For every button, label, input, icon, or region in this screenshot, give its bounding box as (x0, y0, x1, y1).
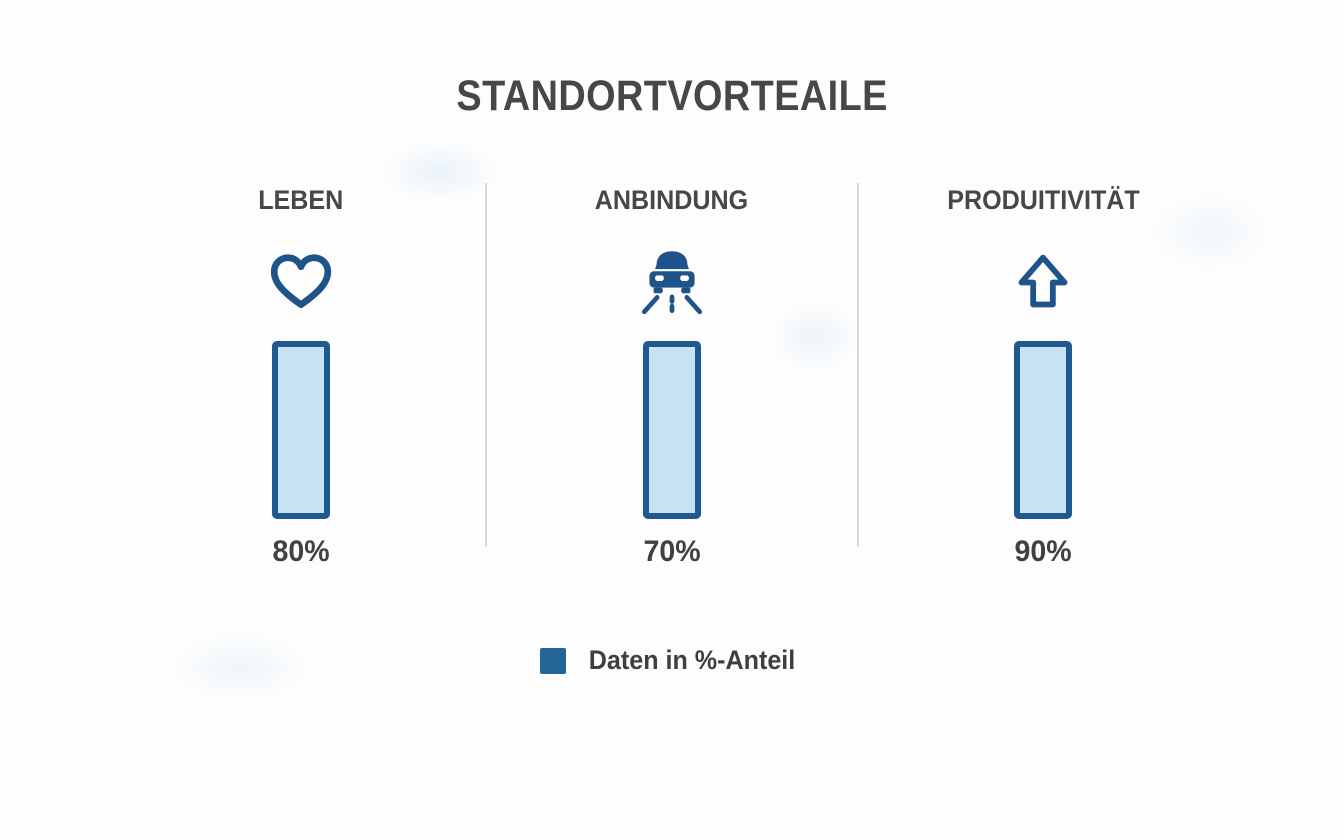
column-header: ANBINDUNG (595, 185, 749, 215)
legend-label: Daten in %-Anteil (589, 645, 796, 675)
column-header: PRODUITIVITÄT (947, 185, 1140, 215)
page-title-text: STANDORTVORTEAILE (456, 72, 888, 120)
car-road-icon (633, 245, 711, 319)
bar-produitivitaet (1014, 341, 1073, 519)
bar-value: 80% (272, 535, 330, 568)
bar-value: 70% (643, 535, 701, 568)
bar-anbindung (642, 341, 701, 519)
legend-swatch (540, 647, 567, 674)
column-produitivitaet: PRODUITIVITÄT 90% (859, 183, 1228, 569)
columns-container: LEBEN 80% ANBINDUNG (116, 183, 1228, 569)
page-title: STANDORTVORTEAILE (0, 72, 1344, 121)
legend: Daten in %-Anteil (0, 645, 1344, 676)
bar-leben (271, 341, 330, 519)
arrow-up-icon (1013, 245, 1073, 319)
column-leben: LEBEN 80% (116, 183, 485, 569)
column-anbindung: ANBINDUNG 70% (487, 183, 856, 569)
column-header: LEBEN (258, 185, 344, 215)
bar-value: 90% (1014, 535, 1072, 568)
column-divider (485, 183, 488, 547)
column-divider (856, 183, 859, 547)
heart-icon (268, 245, 334, 319)
